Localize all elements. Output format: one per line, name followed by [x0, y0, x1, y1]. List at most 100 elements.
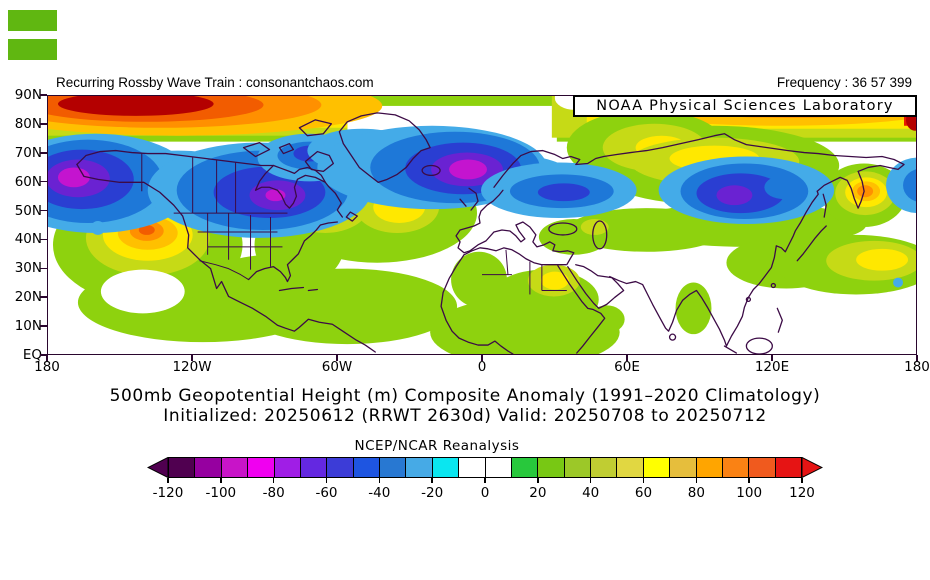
colorbar-segment [695, 457, 723, 478]
lat-tick-mark [40, 296, 47, 299]
lat-tick-label: 10N [14, 318, 42, 335]
lon-tick-mark [481, 355, 483, 361]
colorbar-tick-label: 20 [529, 485, 547, 501]
lon-tick-label: 120E [754, 359, 790, 375]
colorbar-tick-mark [378, 478, 381, 483]
lon-tick-mark [626, 355, 628, 361]
lon-tick-label: 120W [172, 359, 212, 375]
colorbar-segment [510, 457, 539, 478]
colorbar-segment [431, 457, 460, 478]
colorbar-tick-mark [801, 478, 803, 483]
colorbar-segment [352, 457, 380, 478]
colorbar-tick-label: 80 [687, 485, 705, 501]
colorbar-tick-label: -20 [421, 485, 444, 501]
lon-tick-mark [916, 355, 918, 361]
lat-tick-mark [40, 123, 47, 125]
lat-tick-mark [40, 151, 47, 154]
lat-tick-label: 60N [14, 173, 42, 190]
colorbar-tick-label: -80 [262, 485, 285, 501]
colorbar-segment [299, 457, 328, 478]
colorbar-tick-mark [642, 478, 645, 483]
map-plot: NOAA Physical Sciences Laboratory [47, 95, 917, 355]
colorbar-tick-mark [431, 478, 433, 483]
lat-tick-mark [40, 180, 47, 183]
colorbar-segment [616, 457, 644, 478]
lat-tick-mark [40, 267, 47, 270]
lat-tick-label: 50N [14, 202, 42, 219]
lon-tick-mark [46, 355, 48, 361]
lat-tick-mark [40, 354, 47, 356]
noaa-credit-badge: NOAA Physical Sciences Laboratory [573, 95, 917, 117]
colorbar-segments [168, 457, 802, 478]
lon-tick-mark [771, 355, 773, 361]
colorbar-segment [405, 457, 433, 478]
lat-tick-label: 30N [14, 260, 42, 277]
colorbar-tick-label: -100 [205, 485, 237, 501]
coastlines [76, 112, 905, 354]
title-line-1: 500mb Geopotential Height (m) Composite … [109, 386, 821, 406]
colorbar-segment [537, 457, 565, 478]
colorbar-segment [379, 457, 407, 478]
colorbar-tick-label: 60 [634, 485, 653, 501]
colorbar-segment [326, 457, 354, 478]
lat-tick-label: 80N [14, 115, 42, 132]
colorbar-tick-label: -120 [152, 485, 184, 501]
colorbar-segment [458, 457, 486, 478]
colorbar-segment [721, 457, 750, 478]
colorbar-tick-label: 0 [480, 485, 490, 501]
lon-tick-label: 60W [321, 359, 353, 375]
colorbar-segment [669, 457, 697, 478]
colorbar-segment [563, 457, 591, 478]
lon-tick-mark [336, 355, 338, 361]
colorbar-tick-label: -40 [368, 485, 391, 501]
colorbar-tick-mark [220, 478, 222, 483]
green-swatch-1 [8, 10, 57, 31]
colorbar-right-arrow-icon [802, 457, 823, 478]
lat-tick-mark [40, 238, 47, 241]
lat-tick-mark [40, 209, 47, 212]
noaa-credit-text: NOAA Physical Sciences Laboratory [596, 98, 894, 114]
colorbar-tick-label: -60 [315, 485, 338, 501]
lon-tick-label: 180 [34, 359, 60, 375]
colorbar-source-label: NCEP/NCAR Reanalysis [354, 438, 520, 454]
lat-tick-label: EQ [22, 347, 42, 363]
lon-tick-mark [191, 355, 193, 361]
colorbar-tick-mark [695, 478, 698, 483]
colorbar-segment [168, 457, 196, 478]
colorbar-segment [484, 457, 512, 478]
colorbar-segment [590, 457, 618, 478]
header-frequency-text: Frequency : 36 57 399 [776, 75, 912, 90]
lat-tick-label: 70N [14, 144, 42, 161]
lat-tick-label: 90N [14, 87, 42, 103]
anomaly-field [48, 96, 916, 354]
colorbar-tick-mark [325, 478, 328, 483]
title-line-2: Initialized: 20250612 (RRWT 2630d) Valid… [163, 406, 767, 426]
colorbar-tick-label: 100 [736, 485, 763, 501]
colorbar-left-arrow-icon [147, 457, 168, 478]
colorbar-segment [194, 457, 222, 478]
anomaly-map-svg [48, 96, 916, 354]
colorbar-segment [748, 457, 776, 478]
green-swatch-2 [8, 39, 57, 60]
colorbar-tick-mark [589, 478, 592, 483]
colorbar: -120 -100 -80 -60 -40 -20 0 20 40 60 80 100 120 [147, 457, 823, 501]
colorbar-segment [642, 457, 671, 478]
colorbar-segment [220, 457, 249, 478]
lon-tick-label: 0 [477, 359, 487, 375]
lon-tick-label: 180 [904, 359, 930, 375]
colorbar-segment [774, 457, 802, 478]
colorbar-tick-label: 120 [789, 485, 815, 501]
lat-tick-mark [40, 325, 47, 327]
colorbar-segment [273, 457, 301, 478]
colorbar-tick-mark [167, 478, 169, 483]
lat-tick-label: 40N [14, 231, 42, 248]
lat-tick-label: 20N [14, 289, 42, 306]
lat-tick-mark [40, 94, 47, 96]
lon-tick-label: 60E [614, 359, 640, 375]
colorbar-tick-mark [272, 478, 275, 483]
colorbar-tick-mark [484, 478, 486, 483]
colorbar-tick-mark [748, 478, 750, 483]
colorbar-tick-label: 40 [582, 485, 600, 501]
colorbar-tick-mark [537, 478, 539, 483]
